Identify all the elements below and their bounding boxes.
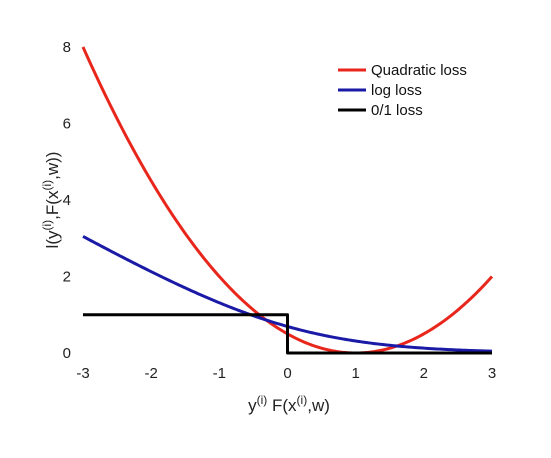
- x-tick-label: -1: [213, 365, 226, 382]
- y-tick-label: 4: [63, 192, 71, 209]
- x-axis-label: y(i) F(x(i),w): [248, 393, 330, 415]
- x-tick-label: 1: [351, 365, 359, 382]
- x-label-sup2: (i): [297, 393, 308, 407]
- x-tick-label: 0: [283, 365, 291, 382]
- x-label-sup1: (i): [257, 393, 268, 407]
- plot-area: [81, 46, 494, 355]
- y-tick-label: 8: [63, 39, 71, 56]
- y-label-end: ,w)): [43, 152, 62, 180]
- legend: Quadratic loss log loss 0/1 loss: [338, 62, 467, 119]
- x-axis-ticks: -3 -2 -1 0 1 2 3: [76, 365, 496, 382]
- y-label-base: l(y: [43, 230, 62, 248]
- y-axis-label: l(y(i),F(x(i),w)): [40, 152, 62, 249]
- x-label-end: ,w): [307, 396, 330, 415]
- x-tick-label: 2: [420, 365, 428, 382]
- legend-label: log loss: [371, 82, 422, 99]
- x-tick-label: 3: [488, 365, 496, 382]
- y-tick-label: 6: [63, 116, 71, 133]
- y-label-sup2: (i): [40, 180, 54, 191]
- series-line: [83, 313, 492, 355]
- legend-label: Quadratic loss: [371, 62, 467, 79]
- y-label-sup1: (i): [40, 220, 54, 231]
- series-line: [81, 46, 494, 355]
- legend-label: 0/1 loss: [371, 102, 423, 119]
- x-label-base: y: [248, 396, 257, 415]
- x-tick-label: -2: [144, 365, 157, 382]
- x-tick-label: -3: [76, 365, 89, 382]
- y-axis-ticks: 0 2 4 6 8: [63, 39, 71, 362]
- y-tick-label: 2: [63, 269, 71, 286]
- x-label-mid: F(x: [267, 396, 297, 415]
- y-label-mid: ,F(x: [43, 190, 62, 220]
- y-tick-label: 0: [63, 345, 71, 362]
